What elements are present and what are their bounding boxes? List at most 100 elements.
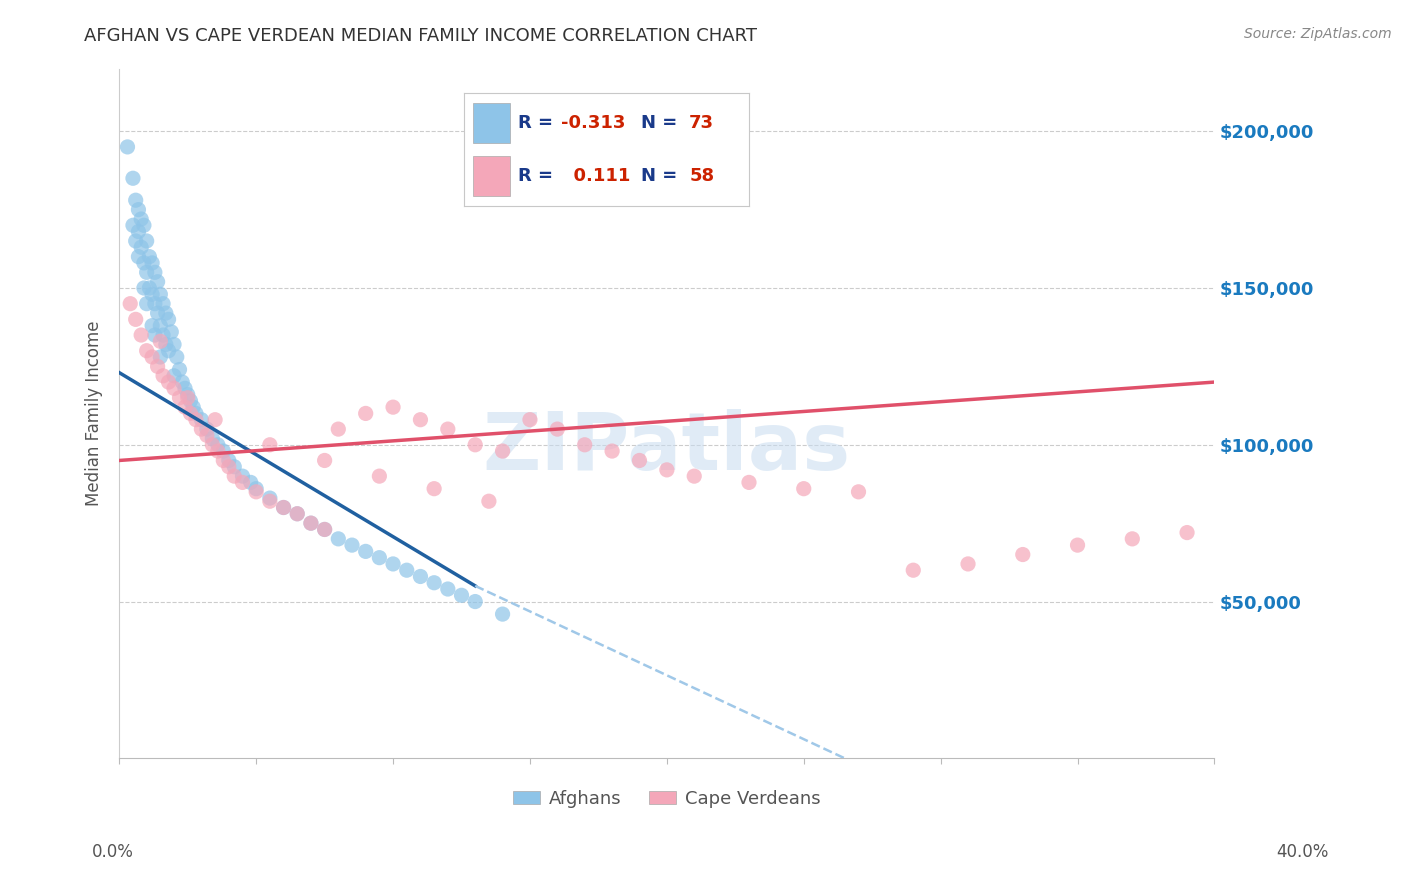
Point bbox=[1066, 538, 1088, 552]
Point bbox=[135, 343, 157, 358]
Point bbox=[169, 362, 191, 376]
Legend: Afghans, Cape Verdeans: Afghans, Cape Verdeans bbox=[506, 782, 828, 815]
Point bbox=[273, 500, 295, 515]
Point bbox=[152, 368, 174, 383]
Point bbox=[204, 413, 226, 427]
Point bbox=[491, 444, 513, 458]
Point bbox=[285, 507, 308, 521]
Point bbox=[146, 359, 169, 374]
Point bbox=[201, 432, 224, 446]
Point bbox=[423, 482, 446, 496]
Point bbox=[160, 325, 183, 339]
Point bbox=[146, 306, 169, 320]
Point bbox=[132, 219, 155, 233]
Point bbox=[207, 438, 229, 452]
Point bbox=[259, 438, 281, 452]
Point bbox=[129, 212, 152, 227]
Point bbox=[464, 438, 486, 452]
Point bbox=[231, 469, 253, 483]
Point bbox=[382, 400, 405, 414]
Point bbox=[299, 516, 322, 531]
Point bbox=[207, 444, 229, 458]
Point bbox=[132, 281, 155, 295]
Point bbox=[152, 328, 174, 343]
Point bbox=[195, 422, 218, 436]
Text: AFGHAN VS CAPE VERDEAN MEDIAN FAMILY INCOME CORRELATION CHART: AFGHAN VS CAPE VERDEAN MEDIAN FAMILY INC… bbox=[84, 27, 758, 45]
Point bbox=[239, 475, 262, 490]
Point bbox=[224, 469, 246, 483]
Point bbox=[683, 469, 706, 483]
Point bbox=[212, 444, 235, 458]
Point bbox=[120, 296, 142, 310]
Point bbox=[314, 523, 336, 537]
Point bbox=[157, 312, 180, 326]
Point bbox=[149, 287, 172, 301]
Point bbox=[125, 193, 148, 207]
Point bbox=[169, 391, 191, 405]
Point bbox=[141, 287, 163, 301]
Y-axis label: Median Family Income: Median Family Income bbox=[86, 321, 103, 506]
Point bbox=[1011, 548, 1033, 562]
Point bbox=[135, 296, 157, 310]
Point bbox=[125, 312, 148, 326]
Point bbox=[340, 538, 363, 552]
Point bbox=[382, 557, 405, 571]
Point bbox=[212, 453, 235, 467]
Point bbox=[149, 318, 172, 333]
Point bbox=[174, 381, 197, 395]
Point bbox=[409, 569, 432, 583]
Point bbox=[354, 544, 377, 558]
Point bbox=[478, 494, 501, 508]
Point bbox=[127, 202, 149, 217]
Point bbox=[546, 422, 568, 436]
Point bbox=[155, 337, 177, 351]
Point bbox=[143, 265, 166, 279]
Point bbox=[157, 375, 180, 389]
Point bbox=[245, 484, 267, 499]
Point bbox=[328, 532, 350, 546]
Point bbox=[368, 550, 391, 565]
Point bbox=[574, 438, 596, 452]
Point bbox=[149, 350, 172, 364]
Point bbox=[354, 406, 377, 420]
Point bbox=[155, 306, 177, 320]
Point bbox=[181, 400, 204, 414]
Point bbox=[157, 343, 180, 358]
Point bbox=[738, 475, 761, 490]
Point bbox=[259, 491, 281, 505]
Point bbox=[218, 453, 240, 467]
Point bbox=[127, 250, 149, 264]
Point bbox=[179, 406, 201, 420]
Point bbox=[117, 140, 139, 154]
Point bbox=[143, 328, 166, 343]
Point bbox=[129, 240, 152, 254]
Point bbox=[177, 387, 200, 401]
Point bbox=[519, 413, 541, 427]
Point bbox=[184, 413, 207, 427]
Point bbox=[299, 516, 322, 531]
Point bbox=[135, 265, 157, 279]
Point bbox=[146, 275, 169, 289]
Point bbox=[143, 296, 166, 310]
Point bbox=[166, 350, 188, 364]
Text: 0.0%: 0.0% bbox=[91, 843, 134, 861]
Point bbox=[259, 494, 281, 508]
Point bbox=[141, 350, 163, 364]
Point bbox=[141, 256, 163, 270]
Point bbox=[273, 500, 295, 515]
Point bbox=[437, 422, 460, 436]
Point bbox=[179, 393, 201, 408]
Point bbox=[245, 482, 267, 496]
Point bbox=[125, 234, 148, 248]
Point bbox=[127, 225, 149, 239]
Point bbox=[314, 453, 336, 467]
Point bbox=[190, 422, 212, 436]
Point bbox=[491, 607, 513, 621]
Point bbox=[655, 463, 678, 477]
Point bbox=[129, 328, 152, 343]
Point bbox=[135, 234, 157, 248]
Text: Source: ZipAtlas.com: Source: ZipAtlas.com bbox=[1244, 27, 1392, 41]
Point bbox=[138, 250, 160, 264]
Point bbox=[163, 368, 186, 383]
Point bbox=[149, 334, 172, 349]
